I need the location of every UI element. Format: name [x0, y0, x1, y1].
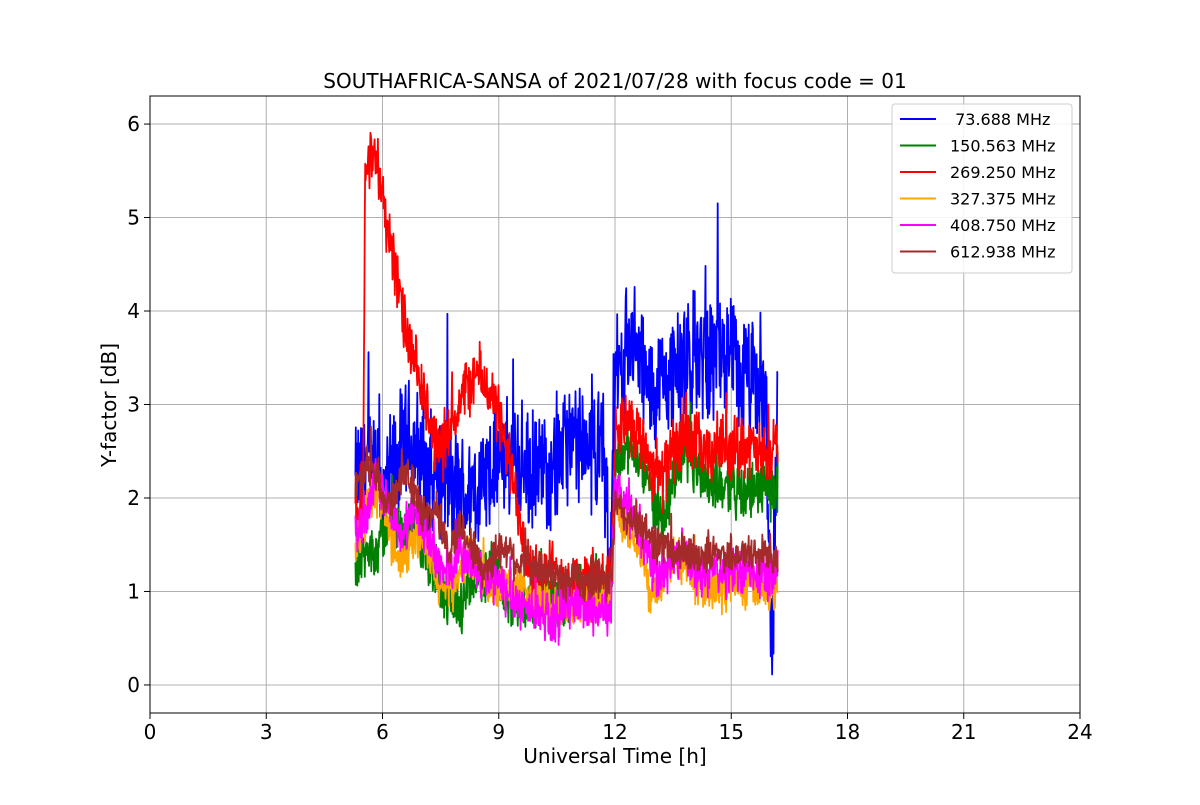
- y-axis-label: Y-factor [dB]: [97, 343, 121, 468]
- y-tick-label: 1: [127, 579, 140, 603]
- y-tick-label: 5: [127, 206, 140, 230]
- x-axis-label: Universal Time [h]: [523, 744, 706, 768]
- y-tick-label: 3: [127, 393, 140, 417]
- chart-title: SOUTHAFRICA-SANSA of 2021/07/28 with foc…: [323, 69, 907, 93]
- x-tick-label: 18: [835, 720, 860, 744]
- x-tick-label: 12: [602, 720, 627, 744]
- y-tick-label: 6: [127, 112, 140, 136]
- y-axis-ticks: 0 1 2 3 4 5 6: [127, 112, 150, 697]
- legend-label: 269.250 MHz: [950, 163, 1055, 182]
- y-tick-label: 2: [127, 486, 140, 510]
- y-tick-label: 0: [127, 673, 140, 697]
- legend-label: 612.938 MHz: [950, 243, 1055, 262]
- legend-label: 150.563 MHz: [950, 137, 1055, 156]
- x-tick-label: 0: [144, 720, 157, 744]
- x-tick-label: 9: [492, 720, 505, 744]
- y-tick-label: 4: [127, 299, 140, 323]
- x-tick-label: 3: [260, 720, 273, 744]
- legend: 73.688 MHz 150.563 MHz 269.250 MHz 327.375 …: [891, 103, 1073, 274]
- series-line-5: [354, 425, 779, 603]
- legend-label: 327.375 MHz: [950, 190, 1055, 209]
- x-tick-label: 6: [376, 720, 389, 744]
- x-tick-label: 15: [719, 720, 744, 744]
- series-layer: [354, 131, 779, 676]
- legend-box: [891, 103, 1073, 274]
- x-tick-label: 24: [1067, 720, 1092, 744]
- x-tick-label: 21: [951, 720, 976, 744]
- x-axis-ticks: 0 3 6 9 12 15 18 21 24: [144, 713, 1093, 744]
- legend-label: 73.688 MHz: [950, 110, 1050, 129]
- legend-label: 408.750 MHz: [950, 216, 1055, 235]
